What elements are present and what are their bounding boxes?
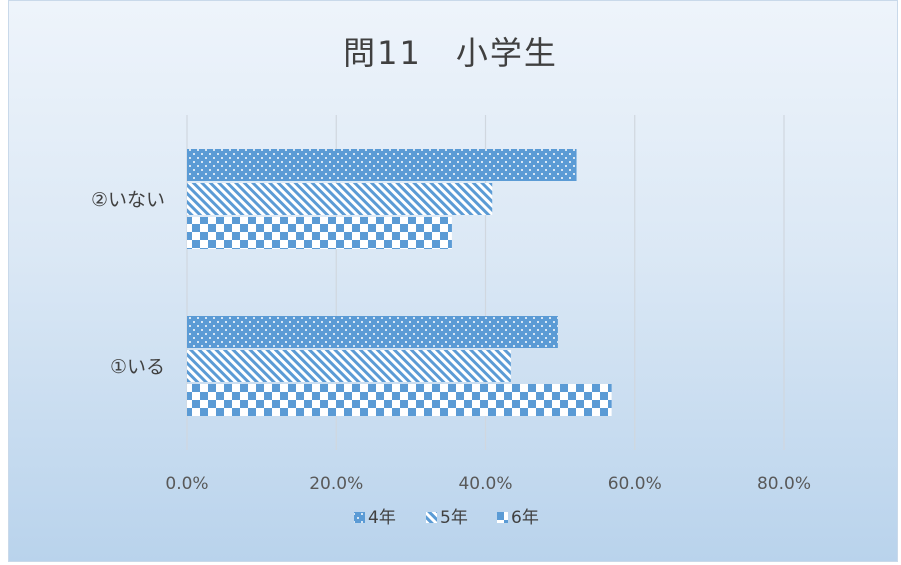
bar-5年 xyxy=(187,350,511,382)
chart-title: 問11 小学生 xyxy=(343,34,558,72)
bar-4年 xyxy=(187,316,558,348)
category-label: ②いない xyxy=(91,189,165,211)
legend-label: 6年 xyxy=(511,508,539,528)
legend-label: 5年 xyxy=(440,508,468,528)
legend-swatch xyxy=(426,512,437,523)
bar-6年 xyxy=(187,384,612,416)
bar-4年 xyxy=(187,149,577,181)
category-label: ①いる xyxy=(110,356,165,378)
legend-swatch xyxy=(497,512,508,523)
legend-swatch xyxy=(354,512,365,523)
x-tick-label: 60.0% xyxy=(608,474,662,494)
x-tick-label: 40.0% xyxy=(458,474,512,494)
bar-6年 xyxy=(187,217,452,249)
legend-label: 4年 xyxy=(368,508,396,528)
x-tick-label: 0.0% xyxy=(165,474,208,494)
x-tick-label: 20.0% xyxy=(309,474,363,494)
x-tick-label: 80.0% xyxy=(757,474,811,494)
bar-5年 xyxy=(187,183,493,215)
chart-area xyxy=(8,0,898,562)
